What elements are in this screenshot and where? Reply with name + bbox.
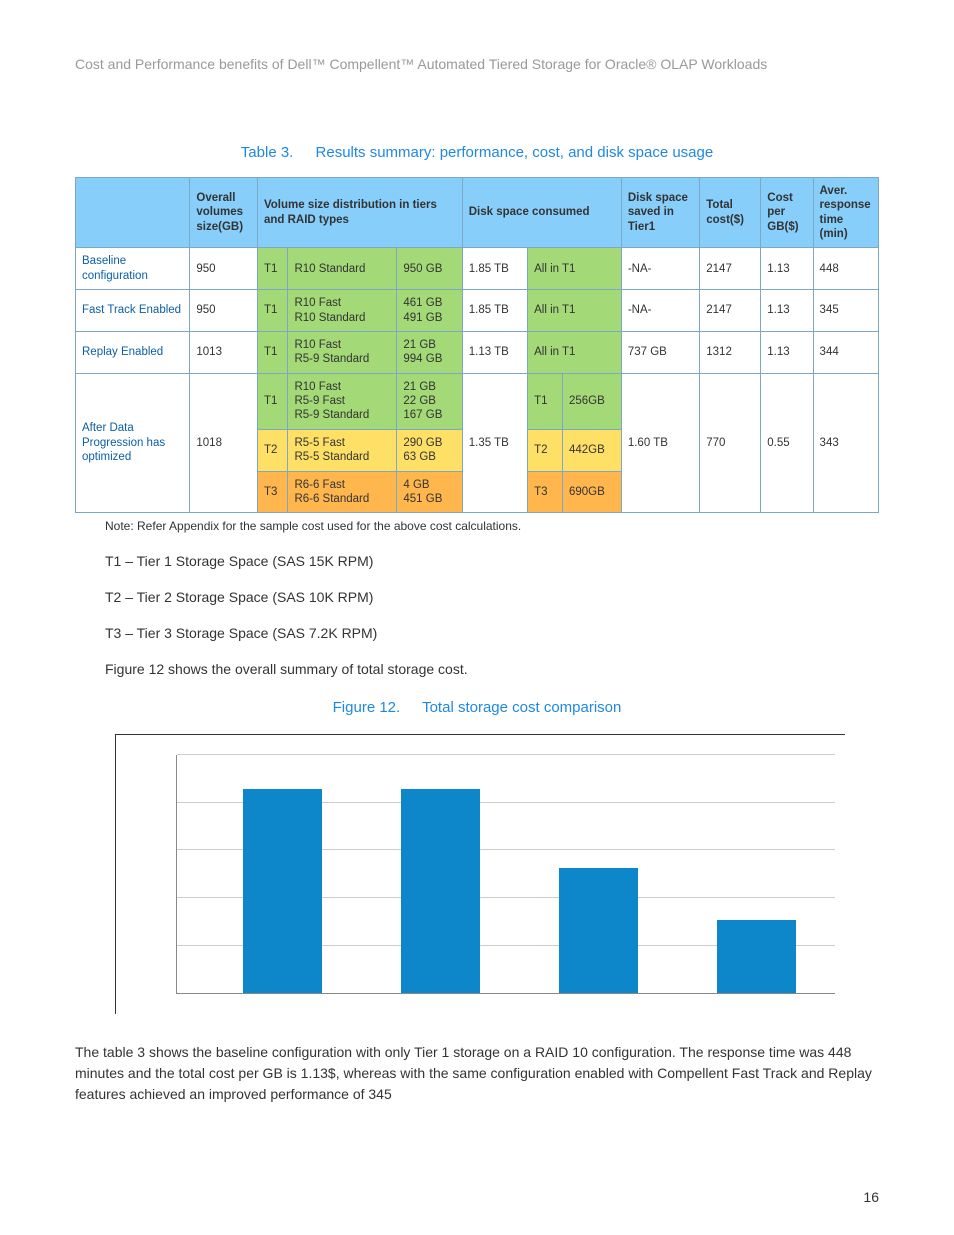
legend-t2: T2 – Tier 2 Storage Space (SAS 10K RPM) [105, 589, 879, 605]
table-caption-text: Results summary: performance, cost, and … [316, 144, 714, 161]
cell-ft-consumed-detail: All in T1 [528, 290, 622, 332]
th-overall: Overall volumes size(GB) [190, 177, 258, 248]
cell-ft-raid: R10 Fast R10 Standard [288, 290, 397, 332]
cell-baseline-vol: 950 GB [397, 248, 462, 290]
cell-replay-label: Replay Enabled [76, 331, 190, 373]
results-table: Overall volumes size(GB) Volume size dis… [75, 177, 879, 513]
cell-afterdp-cons-t1-v: 256GB [562, 373, 621, 429]
chart-plot-area [176, 755, 835, 994]
cell-replay-resp: 344 [813, 331, 878, 373]
figure-caption-text: Total storage cost comparison [422, 699, 621, 716]
cell-afterdp-cons-t2-v: 442GB [562, 429, 621, 471]
cell-ft-costgb: 1.13 [761, 290, 813, 332]
figure-intro-text: Figure 12 shows the overall summary of t… [105, 661, 879, 677]
cell-baseline-resp: 448 [813, 248, 878, 290]
closing-paragraph: The table 3 shows the baseline configura… [75, 1042, 879, 1105]
cell-baseline-consumed: 1.85 TB [462, 248, 527, 290]
cell-afterdp-resp: 343 [813, 373, 878, 513]
cell-ft-saved: -NA- [621, 290, 699, 332]
cell-baseline-tier: T1 [257, 248, 288, 290]
cell-ft-label: Fast Track Enabled [76, 290, 190, 332]
row-fasttrack: Fast Track Enabled 950 T1 R10 Fast R10 S… [76, 290, 879, 332]
figure-caption-number: Figure 12. [333, 699, 401, 716]
cell-afterdp-cons-t2-l: T2 [528, 429, 563, 471]
cell-afterdp-costgb: 0.55 [761, 373, 813, 513]
cell-replay-raid: R10 Fast R5-9 Standard [288, 331, 397, 373]
cell-baseline-cost: 2147 [700, 248, 761, 290]
cell-baseline-label: Baseline configuration [76, 248, 190, 290]
cell-afterdp-overall: 1018 [190, 373, 258, 513]
cell-replay-cost: 1312 [700, 331, 761, 373]
cell-ft-cost: 2147 [700, 290, 761, 332]
cell-afterdp-t1-raid: R10 Fast R5-9 Fast R5-9 Standard [288, 373, 397, 429]
cell-afterdp-t3-tier: T3 [257, 471, 288, 513]
cell-replay-vol: 21 GB 994 GB [397, 331, 462, 373]
cell-baseline-consumed-detail: All in T1 [528, 248, 622, 290]
chart-bar [401, 789, 480, 993]
th-vol-dist: Volume size distribution in tiers and RA… [257, 177, 462, 248]
cell-replay-costgb: 1.13 [761, 331, 813, 373]
cell-ft-vol: 461 GB 491 GB [397, 290, 462, 332]
cell-ft-consumed: 1.85 TB [462, 290, 527, 332]
table-header-row: Overall volumes size(GB) Volume size dis… [76, 177, 879, 248]
chart-bar [717, 920, 796, 993]
cell-afterdp-t2-raid: R5-5 Fast R5-5 Standard [288, 429, 397, 471]
cell-afterdp-saved: 1.60 TB [621, 373, 699, 513]
cell-baseline-raid: R10 Standard [288, 248, 397, 290]
page-number: 16 [863, 1189, 879, 1205]
table-caption-number: Table 3. [241, 144, 294, 161]
th-blank [76, 177, 190, 248]
th-cost-gb: Cost per GB($) [761, 177, 813, 248]
row-baseline: Baseline configuration 950 T1 R10 Standa… [76, 248, 879, 290]
cell-ft-resp: 345 [813, 290, 878, 332]
legend-t1: T1 – Tier 1 Storage Space (SAS 15K RPM) [105, 553, 879, 569]
cell-replay-tier: T1 [257, 331, 288, 373]
cell-afterdp-cons-t1-l: T1 [528, 373, 563, 429]
table-caption: Table 3. Results summary: performance, c… [75, 144, 879, 161]
cell-afterdp-cost: 770 [700, 373, 761, 513]
cell-afterdp-t1-vol: 21 GB 22 GB 167 GB [397, 373, 462, 429]
legend-t3: T3 – Tier 3 Storage Space (SAS 7.2K RPM) [105, 625, 879, 641]
cell-afterdp-cons-t3-v: 690GB [562, 471, 621, 513]
chart-bar [243, 789, 322, 993]
cell-replay-overall: 1013 [190, 331, 258, 373]
cell-replay-consumed-detail: All in T1 [528, 331, 622, 373]
chart-gridline [177, 754, 835, 755]
chart-bar [559, 868, 638, 993]
th-total-cost: Total cost($) [700, 177, 761, 248]
bar-chart [115, 734, 845, 1014]
row-replay: Replay Enabled 1013 T1 R10 Fast R5-9 Sta… [76, 331, 879, 373]
cell-ft-tier: T1 [257, 290, 288, 332]
cell-baseline-overall: 950 [190, 248, 258, 290]
cell-replay-saved: 737 GB [621, 331, 699, 373]
th-disk-saved: Disk space saved in Tier1 [621, 177, 699, 248]
cell-replay-consumed: 1.13 TB [462, 331, 527, 373]
th-disk-cons: Disk space consumed [462, 177, 621, 248]
cell-afterdp-t3-raid: R6-6 Fast R6-6 Standard [288, 471, 397, 513]
cell-baseline-costgb: 1.13 [761, 248, 813, 290]
cell-afterdp-t1-tier: T1 [257, 373, 288, 429]
cell-ft-overall: 950 [190, 290, 258, 332]
figure-caption: Figure 12. Total storage cost comparison [75, 699, 879, 716]
cell-afterdp-label: After Data Progression has optimized [76, 373, 190, 513]
cell-afterdp-t2-vol: 290 GB 63 GB [397, 429, 462, 471]
cell-afterdp-consumed: 1.35 TB [462, 373, 527, 513]
cell-afterdp-t2-tier: T2 [257, 429, 288, 471]
table-footnote: Note: Refer Appendix for the sample cost… [105, 519, 879, 533]
row-afterdp-t1: After Data Progression has optimized 101… [76, 373, 879, 429]
th-avg-resp: Aver. response time (min) [813, 177, 878, 248]
document-header: Cost and Performance benefits of Dell™ C… [75, 55, 879, 74]
cell-baseline-saved: -NA- [621, 248, 699, 290]
cell-afterdp-t3-vol: 4 GB 451 GB [397, 471, 462, 513]
cell-afterdp-cons-t3-l: T3 [528, 471, 563, 513]
